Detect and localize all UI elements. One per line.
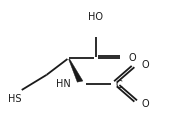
Text: O: O (141, 99, 149, 109)
Text: C: C (115, 80, 122, 90)
Text: HS: HS (8, 94, 21, 104)
Text: HN: HN (56, 79, 70, 89)
Polygon shape (69, 59, 83, 82)
Text: HO: HO (88, 12, 103, 22)
Text: O: O (141, 60, 149, 70)
Text: O: O (128, 53, 136, 63)
